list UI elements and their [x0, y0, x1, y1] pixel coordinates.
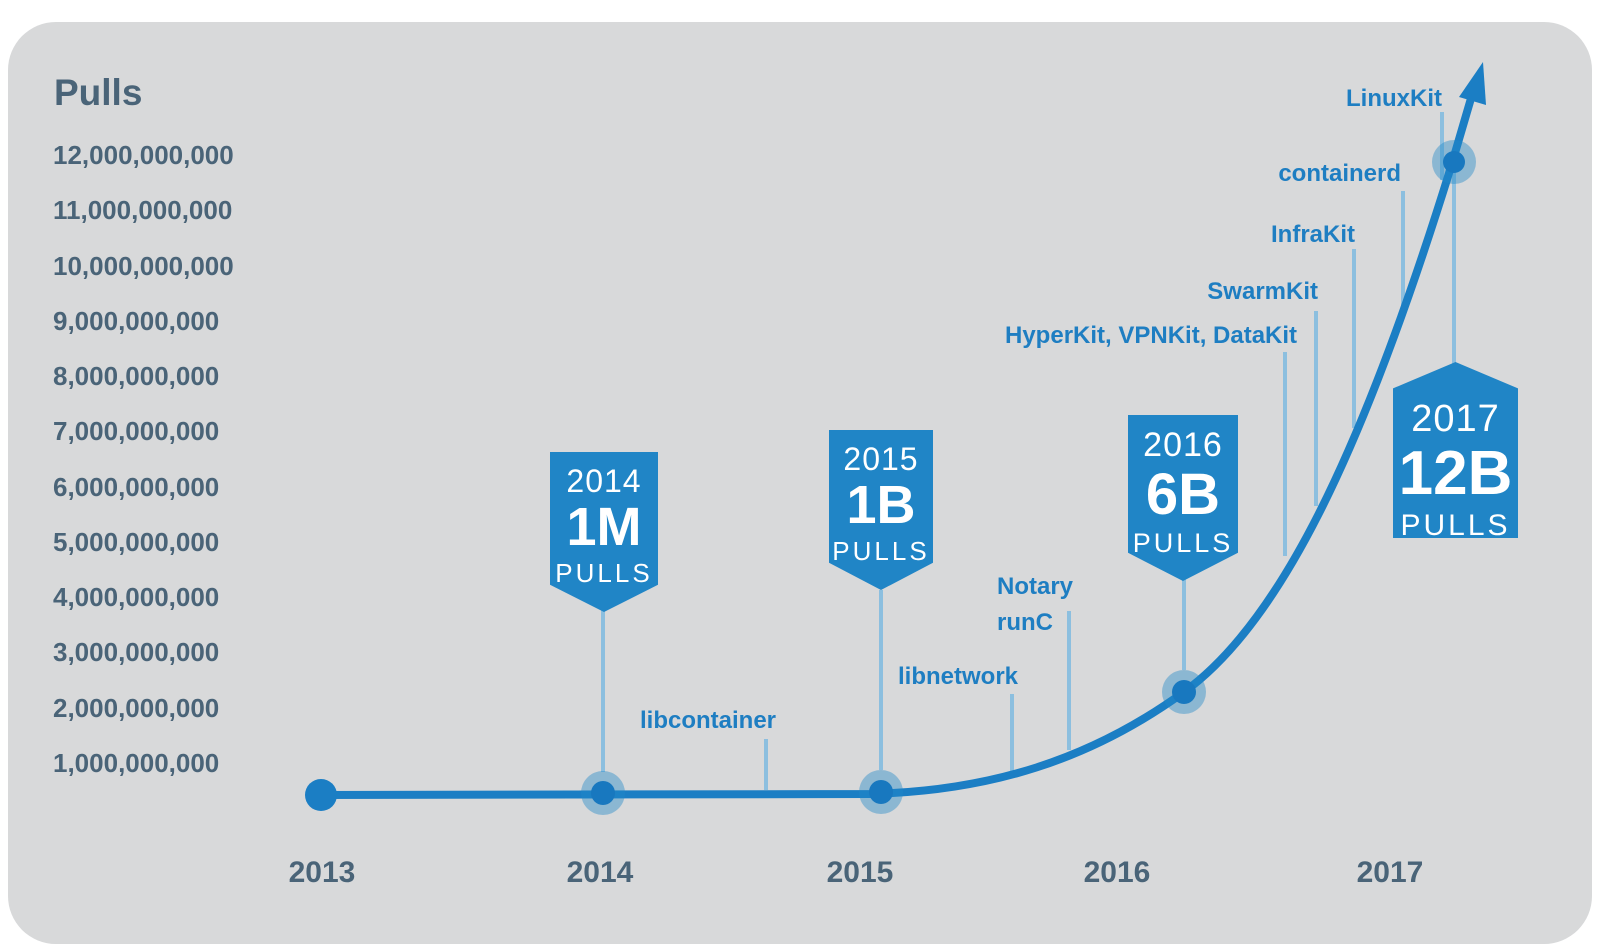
annotation-swarmkit: SwarmKit [1207, 278, 1318, 305]
milestone-year: 2015 [843, 441, 919, 477]
milestone-year: 2017 [1411, 398, 1500, 440]
y-axis-label: 10,000,000,000 [53, 251, 234, 281]
y-axis-label: 8,000,000,000 [53, 361, 220, 391]
x-axis-label: 2014 [566, 856, 634, 889]
y-axis-label: 3,000,000,000 [53, 637, 220, 667]
annotation-infrakit: InfraKit [1271, 221, 1355, 248]
y-axis-label: 6,000,000,000 [53, 472, 220, 502]
milestone-unit: PULLS [1400, 508, 1511, 542]
y-axis-label: 5,000,000,000 [53, 527, 220, 557]
data-point-2015 [869, 780, 893, 804]
y-axis-label: 2,000,000,000 [53, 693, 220, 723]
milestone-year: 2016 [1143, 426, 1223, 464]
milestone-value: 6B [1145, 462, 1221, 528]
milestone-value: 1M [566, 496, 642, 557]
annotation-runc: runC [997, 609, 1053, 636]
milestone-badge-2017: 2017 12B PULLS [1393, 362, 1518, 538]
annotation-hyperkit-vpnkit-datakit: HyperKit, VPNKit, DataKit [1005, 322, 1298, 349]
y-axis-label: 7,000,000,000 [53, 416, 220, 446]
data-point-2016 [1172, 680, 1196, 704]
milestone-badge-2016: 2016 6B PULLS [1128, 415, 1238, 581]
y-axis-label: 9,000,000,000 [53, 306, 220, 336]
annotation-containerd: containerd [1278, 160, 1401, 187]
milestone-unit: PULLS [832, 535, 930, 566]
data-point-2013 [305, 779, 337, 811]
milestone-badge-2014: 2014 1M PULLS [550, 452, 658, 612]
annotation-libnetwork: libnetwork [898, 663, 1019, 690]
x-axis-label: 2015 [826, 856, 894, 889]
data-point-2017 [1443, 151, 1465, 173]
growth-curve [317, 91, 1476, 799]
annotation-notary: Notary [997, 573, 1074, 600]
milestone-badge-2015: 2015 1B PULLS [829, 430, 933, 590]
y-axis-label: 4,000,000,000 [53, 582, 220, 612]
x-axis-label: 2017 [1356, 856, 1424, 889]
y-axis-label: 11,000,000,000 [53, 195, 233, 225]
milestone-value: 1B [846, 474, 916, 535]
x-axis-label: 2013 [288, 856, 356, 889]
milestone-year: 2014 [566, 463, 642, 499]
chart-title: Pulls [54, 72, 143, 113]
annotation-libcontainer: libcontainer [640, 707, 777, 734]
milestone-unit: PULLS [555, 557, 653, 588]
milestone-unit: PULLS [1132, 528, 1234, 559]
x-axis-label: 2016 [1083, 856, 1151, 889]
data-point-2014 [591, 781, 615, 805]
y-axis-label: 12,000,000,000 [53, 140, 234, 170]
y-axis-label: 1,000,000,000 [53, 748, 220, 778]
milestone-value: 12B [1398, 438, 1513, 508]
arrow-up-icon [1459, 62, 1486, 105]
annotation-linuxkit: LinuxKit [1346, 85, 1442, 112]
